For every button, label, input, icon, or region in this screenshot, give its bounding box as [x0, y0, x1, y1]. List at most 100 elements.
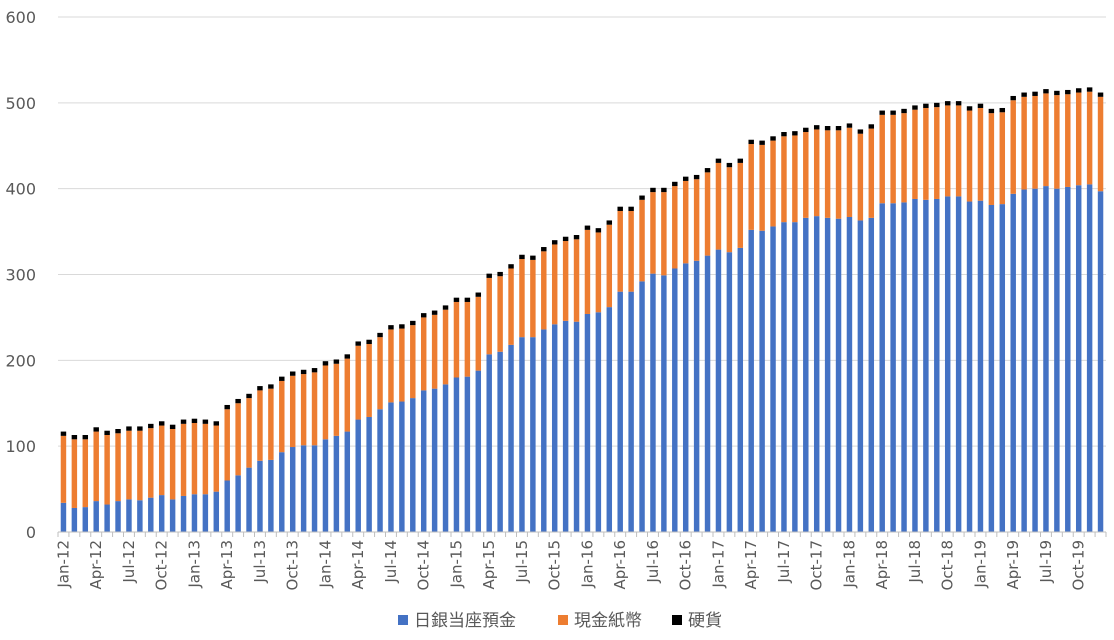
bar-coins	[955, 101, 962, 106]
bar-coins	[388, 325, 394, 330]
bar-stack	[955, 101, 962, 532]
bar-coins	[999, 107, 1006, 113]
bar-stack	[1010, 95, 1016, 533]
bar-coins	[1054, 90, 1060, 96]
bar-coins	[410, 320, 416, 326]
bar-banknotes	[257, 390, 263, 461]
bar-boj-current-account	[115, 501, 121, 532]
bar-stack	[759, 140, 765, 532]
bar-boj-current-account	[628, 291, 634, 532]
bar-banknotes	[519, 259, 525, 338]
bar-stack	[82, 435, 89, 532]
bar-banknotes	[289, 375, 296, 448]
x-tick-label: Oct-12	[153, 540, 171, 590]
bar-coins	[180, 419, 187, 424]
bar-stack	[497, 271, 503, 532]
bar-banknotes	[1097, 96, 1104, 192]
bar-stack	[977, 103, 984, 532]
x-tick-label: Jul-17	[775, 540, 793, 584]
bar-banknotes	[399, 328, 405, 402]
x-tick-label: Jul-13	[251, 540, 269, 584]
bar-stack	[486, 273, 492, 532]
bar-coins	[453, 297, 460, 302]
bar-boj-current-account	[803, 217, 809, 532]
bar-stack	[541, 247, 547, 532]
x-tick-label: Jan-15	[447, 540, 465, 589]
bar-boj-current-account	[180, 495, 187, 532]
legend-swatch	[672, 615, 682, 625]
bar-stack	[410, 320, 416, 532]
bar-coins	[792, 131, 798, 136]
bar-stack	[169, 424, 176, 532]
bar-stack	[257, 386, 263, 532]
bar-coins	[715, 158, 722, 163]
bar-boj-current-account	[813, 216, 820, 532]
bar-stack	[530, 255, 536, 532]
bar-stack	[388, 325, 394, 532]
bar-banknotes	[595, 232, 602, 313]
bar-stack	[148, 423, 154, 532]
bar-boj-current-account	[934, 198, 940, 532]
bar-stack	[93, 427, 99, 532]
bar-boj-current-account	[573, 321, 580, 532]
bar-boj-current-account	[1075, 185, 1082, 532]
bar-banknotes	[770, 140, 776, 227]
bar-boj-current-account	[650, 273, 656, 532]
x-tick-label: Jan-19	[971, 540, 989, 589]
y-tick-label: 100	[5, 437, 36, 456]
bar-coins	[344, 354, 351, 359]
bar-banknotes	[977, 107, 984, 201]
bar-boj-current-account	[137, 500, 143, 532]
bars	[60, 87, 1104, 533]
bar-stack	[475, 292, 482, 532]
bar-stack	[934, 102, 940, 532]
bar-boj-current-account	[1054, 188, 1060, 532]
bar-banknotes	[388, 329, 394, 403]
bar-boj-current-account	[300, 445, 307, 532]
x-tick-label: Oct-19	[1070, 540, 1088, 590]
bar-banknotes	[934, 107, 940, 199]
bar-coins	[890, 110, 896, 115]
bar-boj-current-account	[410, 398, 416, 532]
bar-stack	[333, 359, 340, 532]
bar-coins	[431, 310, 438, 315]
bar-boj-current-account	[1021, 189, 1027, 532]
bar-banknotes	[453, 301, 460, 378]
bar-boj-current-account	[93, 501, 99, 532]
bar-banknotes	[497, 276, 503, 352]
bar-banknotes	[410, 325, 416, 399]
bar-stack	[1043, 89, 1049, 532]
bar-coins	[519, 254, 525, 260]
bar-coins	[289, 371, 296, 376]
bar-coins	[748, 139, 754, 145]
bar-stack	[792, 131, 798, 532]
bar-stack	[71, 435, 78, 532]
bar-stack	[431, 310, 438, 532]
bar-stack	[399, 324, 405, 532]
bar-coins	[213, 421, 220, 426]
bar-coins	[191, 418, 198, 423]
bar-boj-current-account	[551, 324, 558, 532]
bar-boj-current-account	[824, 217, 831, 532]
y-tick-label: 300	[5, 266, 36, 285]
bar-banknotes	[442, 309, 449, 385]
bar-banknotes	[191, 422, 198, 495]
bar-boj-current-account	[257, 460, 263, 532]
bar-boj-current-account	[126, 499, 132, 532]
bar-boj-current-account	[901, 202, 907, 532]
bar-stack	[213, 421, 220, 532]
bar-banknotes	[693, 179, 700, 261]
y-axis-ticks: 0 100 200 300 400 500 600	[5, 8, 36, 542]
bar-boj-current-account	[333, 435, 340, 532]
bar-coins	[923, 103, 929, 108]
bar-coins	[966, 106, 973, 111]
bar-boj-current-account	[835, 218, 842, 533]
bar-coins	[977, 103, 984, 108]
bar-banknotes	[137, 430, 143, 501]
bar-banknotes	[868, 128, 875, 218]
y-tick-label: 500	[5, 94, 36, 113]
bar-coins	[333, 359, 340, 364]
bar-banknotes	[824, 130, 831, 218]
bar-stack	[1021, 92, 1027, 532]
bar-banknotes	[115, 433, 121, 502]
